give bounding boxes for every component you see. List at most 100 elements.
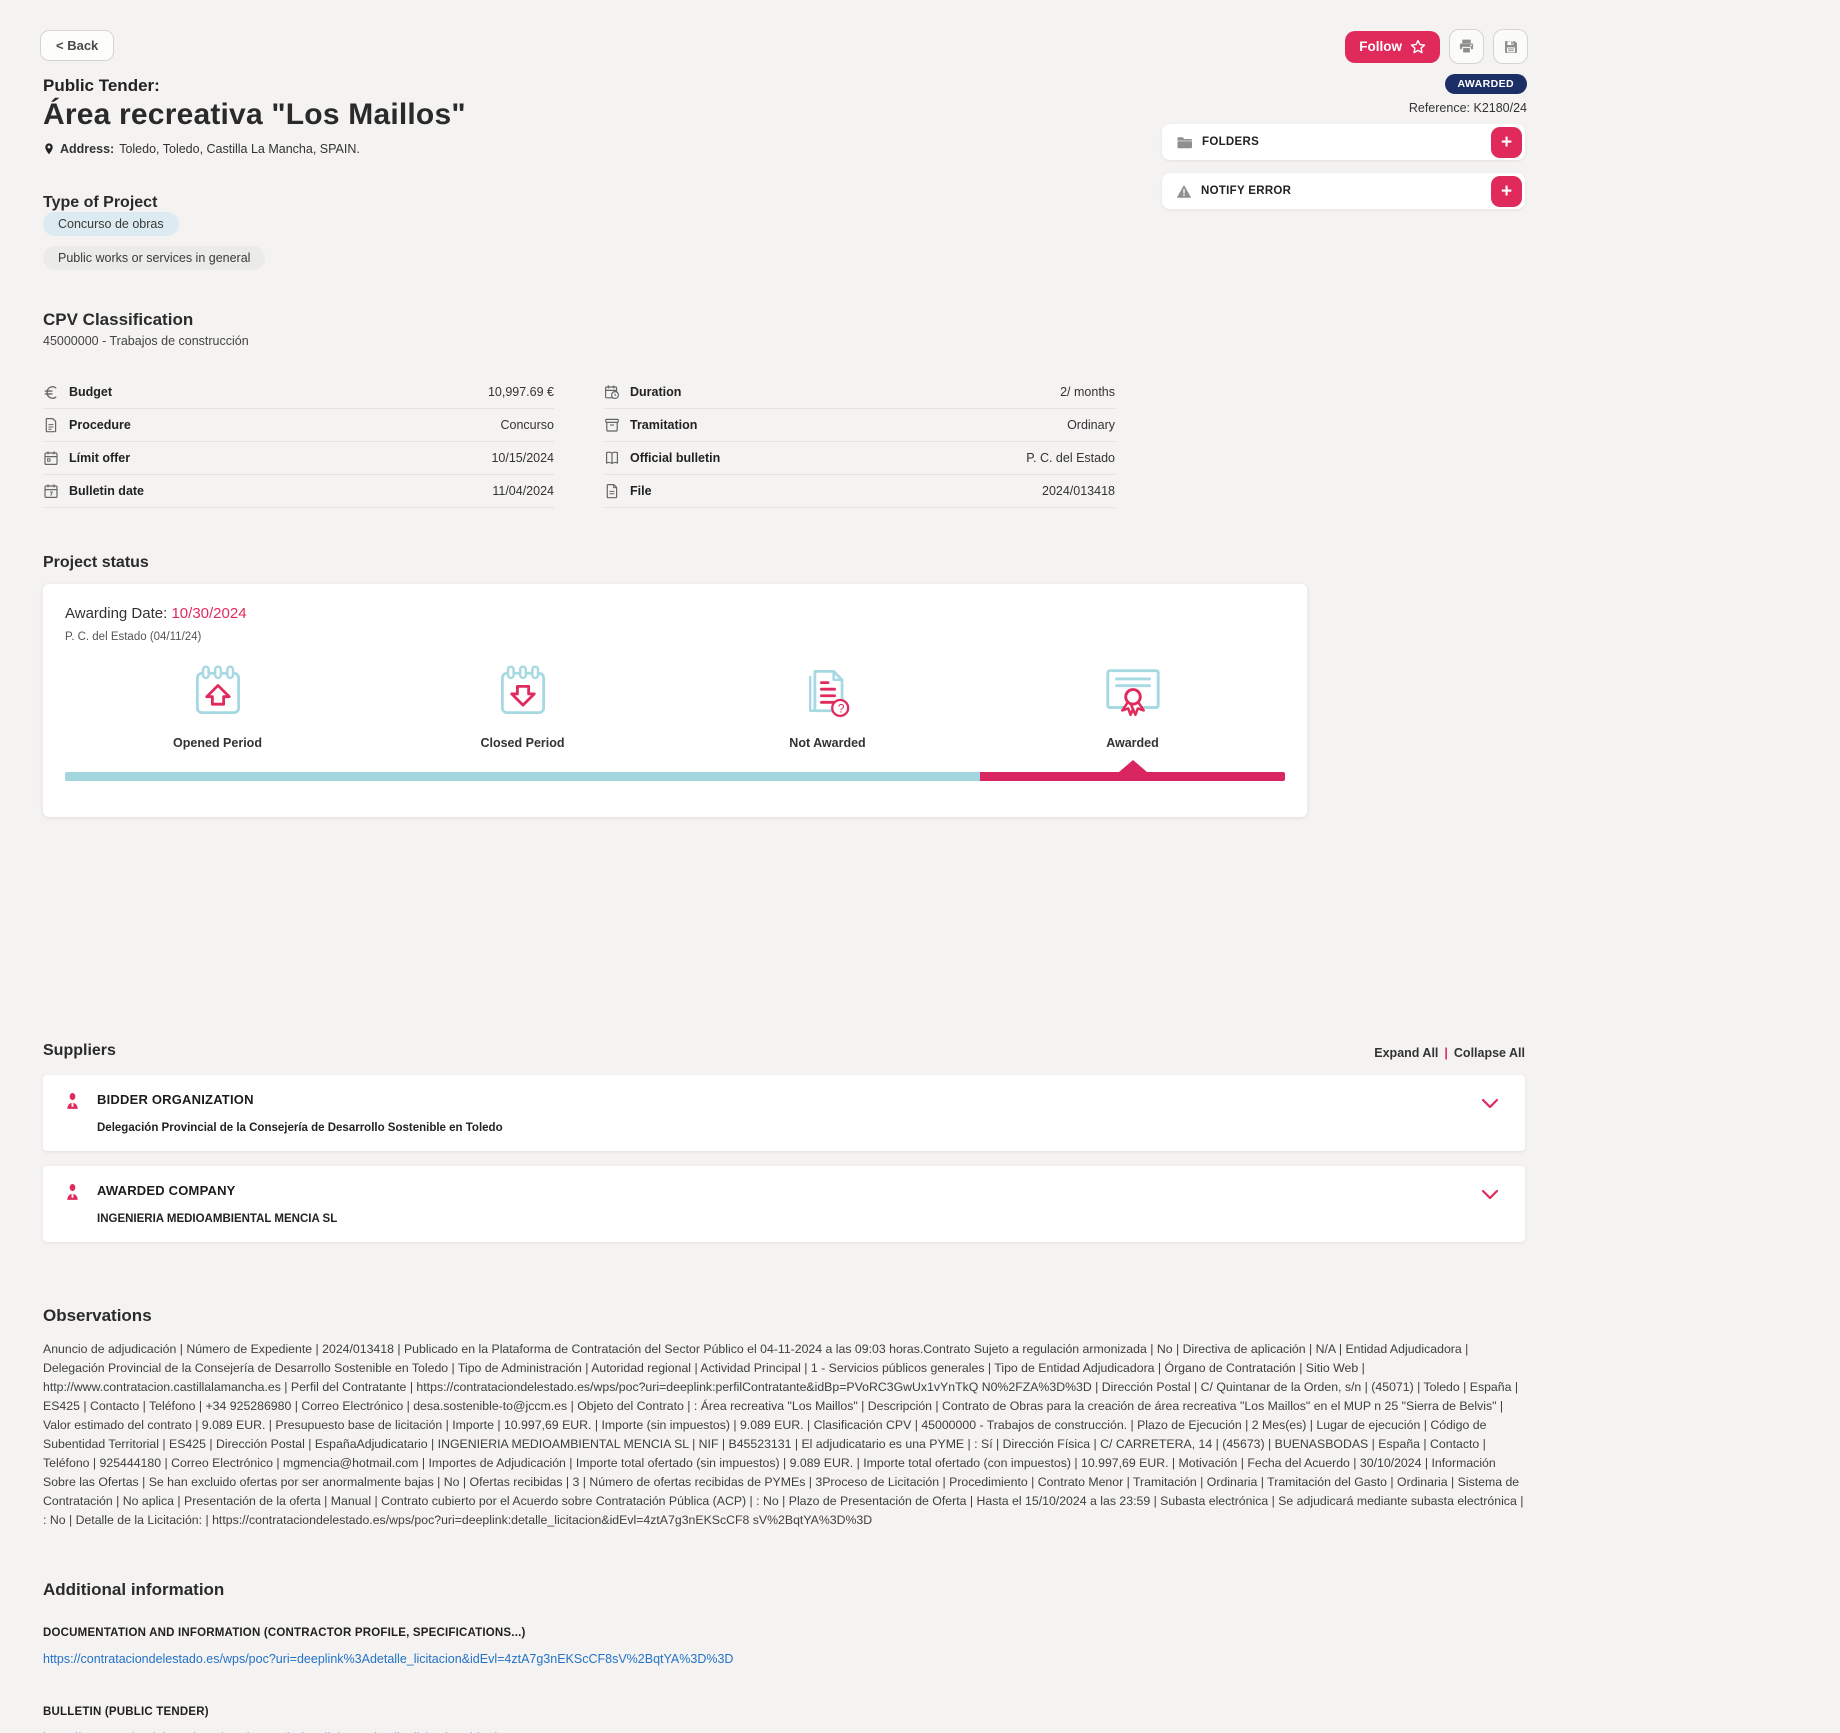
supplier-role: AWARDED COMPANY	[97, 1183, 236, 1198]
detail-row-bulletin-date: Bulletin date 11/04/2024	[43, 475, 554, 508]
folders-card: FOLDERS +	[1162, 124, 1525, 160]
archive-box-icon	[604, 417, 621, 434]
top-actions: Follow	[1345, 29, 1528, 64]
book-icon	[604, 450, 621, 467]
print-button[interactable]	[1449, 29, 1484, 64]
project-status-card: Awarding Date: 10/30/2024 P. C. del Esta…	[43, 584, 1307, 817]
folder-icon	[1176, 135, 1193, 150]
file-icon	[604, 483, 621, 500]
current-step-pointer	[1118, 760, 1147, 772]
notify-error-card: NOTIFY ERROR +	[1162, 173, 1525, 209]
detail-label: Procedure	[69, 418, 131, 432]
status-progress	[65, 760, 1285, 781]
calendar-date-icon	[43, 483, 60, 500]
chevron-down-icon[interactable]	[1481, 1188, 1499, 1206]
documentation-link[interactable]: https://contrataciondelestado.es/wps/poc…	[43, 1652, 734, 1666]
observations-text: Anuncio de adjudicación | Número de Expe…	[43, 1342, 1524, 1527]
detail-row-file: File 2024/013418	[604, 475, 1115, 508]
observations-heading: Observations	[43, 1306, 152, 1325]
detail-label: Official bulletin	[630, 451, 721, 465]
printer-icon	[1458, 38, 1475, 55]
add-folder-button[interactable]: +	[1491, 126, 1522, 158]
detail-value: 2024/013418	[1042, 484, 1115, 498]
folders-label: FOLDERS	[1202, 136, 1260, 148]
progress-current-segment	[980, 772, 1285, 781]
bulletin-public-tender-link[interactable]: https://contrataciondelestado.es/wps/poc…	[43, 1731, 1840, 1733]
detail-value: 10/15/2024	[491, 451, 554, 465]
person-icon	[63, 1182, 82, 1202]
floppy-disk-icon	[1503, 39, 1519, 55]
step-label: Awarded	[1106, 736, 1159, 750]
step-not-awarded: ? Not Awarded	[675, 660, 980, 750]
save-button[interactable]	[1493, 29, 1528, 64]
details-grid: Budget 10,997.69 € Procedure Concurso Lí…	[43, 376, 1115, 508]
step-closed-period: Closed Period	[370, 660, 675, 750]
detail-label: Bulletin date	[69, 484, 145, 498]
suppliers-header: Suppliers Expand All | Collapse All	[43, 1042, 1525, 1060]
awarding-date-value: 10/30/2024	[171, 605, 247, 622]
page-title: Área recreativa "Los Maillos"	[43, 98, 466, 131]
reference: Reference: K2180/24	[1408, 101, 1527, 115]
detail-row-budget: Budget 10,997.69 €	[43, 376, 554, 409]
detail-label: Duration	[630, 385, 682, 399]
chevron-down-icon[interactable]	[1481, 1097, 1499, 1115]
detail-label: Budget	[69, 385, 113, 399]
page-kicker: Public Tender:	[43, 76, 160, 95]
detail-value: Ordinary	[1067, 418, 1115, 432]
detail-value: 10,997.69 €	[487, 385, 554, 399]
documentation-label: DOCUMENTATION AND INFORMATION (CONTRACTO…	[43, 1627, 526, 1639]
supplier-name: Delegación Provincial de la Consejería d…	[97, 1122, 503, 1134]
cpv-value: 45000000 - Trabajos de construcción	[43, 334, 249, 348]
detail-value: 2/ months	[1060, 385, 1115, 399]
detail-value: 11/04/2024	[492, 484, 554, 498]
follow-button[interactable]: Follow	[1345, 30, 1440, 63]
detail-value: Concurso	[500, 418, 555, 432]
suppliers-actions: Expand All | Collapse All	[1374, 1046, 1525, 1060]
address-label: Address:	[60, 142, 115, 156]
follow-button-label: Follow	[1359, 39, 1402, 54]
calendar-icon	[43, 450, 60, 467]
progress-bar	[65, 772, 1285, 781]
collapse-all-link[interactable]: Collapse All	[1453, 1046, 1525, 1060]
notify-error-label: NOTIFY ERROR	[1201, 185, 1292, 197]
detail-label: File	[630, 484, 652, 498]
detail-value: P. C. del Estado	[1026, 451, 1115, 465]
add-notify-error-button[interactable]: +	[1491, 175, 1522, 207]
sidebar: FOLDERS + NOTIFY ERROR +	[1162, 124, 1525, 222]
awarding-source: P. C. del Estado (04/11/24)	[65, 631, 202, 643]
supplier-card-awarded[interactable]: AWARDED COMPANY INGENIERIA MEDIOAMBIENTA…	[43, 1166, 1525, 1242]
expand-all-link[interactable]: Expand All	[1374, 1046, 1439, 1060]
euro-icon	[43, 384, 60, 401]
detail-row-duration: Duration 2/ months	[604, 376, 1115, 409]
additional-information-heading: Additional information	[43, 1580, 225, 1599]
document-question-icon: ?	[675, 660, 980, 724]
suppliers-heading: Suppliers	[43, 1042, 116, 1059]
svg-text:?: ?	[837, 701, 844, 715]
detail-row-procedure: Procedure Concurso	[43, 409, 554, 442]
detail-row-tramitation: Tramitation Ordinary	[604, 409, 1115, 442]
step-opened-period: Opened Period	[65, 660, 370, 750]
project-type-tag: Public works or services in general	[43, 246, 266, 270]
certificate-icon	[980, 660, 1285, 724]
calendar-up-icon	[65, 660, 370, 724]
status-steps: Opened Period Closed Period	[65, 660, 1285, 750]
supplier-card-bidder[interactable]: BIDDER ORGANIZATION Delegación Provincia…	[43, 1075, 1525, 1151]
star-icon	[1410, 39, 1426, 55]
supplier-role: BIDDER ORGANIZATION	[97, 1092, 254, 1107]
awarding-date-row: Awarding Date: 10/30/2024	[65, 605, 1285, 622]
bulletin-public-tender-label: BULLETIN (PUBLIC TENDER)	[43, 1706, 209, 1718]
detail-label: Límit offer	[69, 451, 131, 465]
awarding-date-label: Awarding Date:	[65, 605, 168, 622]
separator: |	[1444, 1046, 1448, 1060]
detail-row-limit-offer: Límit offer 10/15/2024	[43, 442, 554, 475]
project-type-tag: Concurso de obras	[43, 212, 179, 236]
address-row: Address: Toledo, Toledo, Castilla La Man…	[43, 142, 1840, 156]
calendar-down-icon	[370, 660, 675, 724]
person-icon	[63, 1091, 82, 1111]
location-pin-icon	[43, 142, 55, 156]
back-button[interactable]: < Back	[40, 30, 115, 61]
status-badge: AWARDED	[1444, 74, 1527, 94]
step-label: Closed Period	[480, 736, 565, 750]
cpv-heading: CPV Classification	[43, 310, 194, 329]
